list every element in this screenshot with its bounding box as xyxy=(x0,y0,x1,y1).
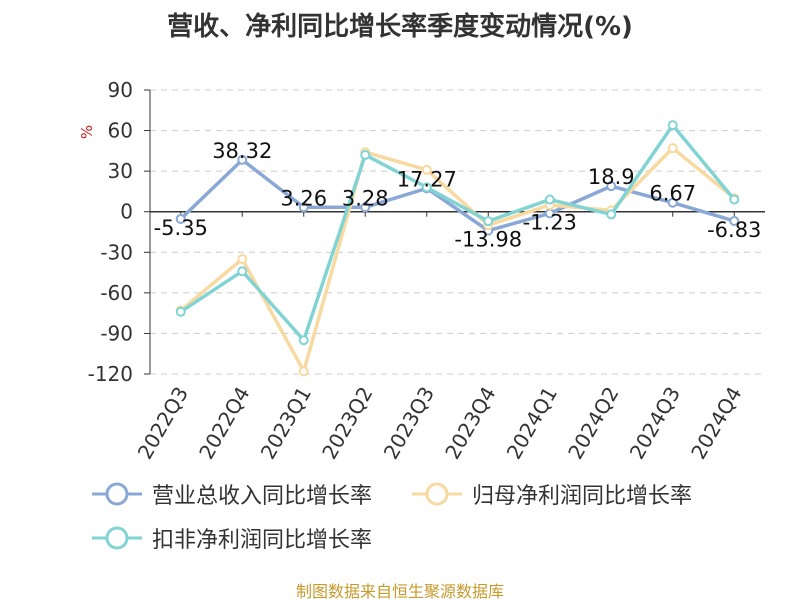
y-tick-label: 30 xyxy=(108,159,133,183)
legend-label: 营业总收入同比增长率 xyxy=(152,484,373,509)
x-tick-label: 2024Q2 xyxy=(563,383,623,464)
legend-line-icon xyxy=(412,482,462,506)
x-tick-label: 2022Q4 xyxy=(194,383,254,464)
data-label: 17.27 xyxy=(397,167,457,191)
legend-item-net-profit[interactable]: 归母净利润同比增长率 xyxy=(412,478,692,510)
y-tick-label: 90 xyxy=(108,78,133,102)
y-unit-label: % xyxy=(78,125,96,139)
data-labels: -5.35 38.32 3.26 3.28 17.27 -13.98-1.23 18.9 6.… xyxy=(154,139,762,252)
data-source-footer: 制图数据来自恒生聚源数据库 xyxy=(295,582,504,601)
legend-item-revenue[interactable]: 营业总收入同比增长率 xyxy=(92,478,372,510)
y-tick-label: -120 xyxy=(88,362,133,386)
y-tick-label: -90 xyxy=(100,321,133,345)
data-point xyxy=(544,194,555,205)
series-line xyxy=(179,146,736,374)
legend-line-icon xyxy=(92,526,142,550)
series-line xyxy=(179,158,735,233)
data-point xyxy=(606,209,617,220)
data-point xyxy=(237,154,248,165)
series-lines xyxy=(175,120,740,377)
y-tick-label: -60 xyxy=(100,281,133,305)
data-point xyxy=(175,213,186,224)
legend-item-deducted[interactable]: 扣非净利润同比增长率 xyxy=(92,522,372,554)
data-label: 38.32 xyxy=(212,139,272,163)
y-tick-label: 0 xyxy=(120,200,133,224)
data-point xyxy=(729,194,740,205)
data-label: 3.28 xyxy=(342,186,389,210)
data-point xyxy=(237,254,248,265)
data-point xyxy=(175,306,186,317)
x-tick-label: 2024Q4 xyxy=(686,383,746,464)
legend-label: 归母净利润同比增长率 xyxy=(472,484,693,509)
x-tick-label: 2023Q3 xyxy=(379,383,439,464)
data-label: 18.9 xyxy=(588,165,635,189)
data-point xyxy=(421,182,432,193)
data-point xyxy=(606,181,617,192)
data-point xyxy=(667,197,678,208)
data-label: -13.98 xyxy=(454,228,522,252)
data-point xyxy=(483,216,494,227)
chart-title: 营收、净利同比增长率季度变动情况(%) xyxy=(167,12,633,42)
data-point xyxy=(298,366,309,377)
data-point xyxy=(667,143,678,154)
data-point xyxy=(237,266,248,277)
data-label: 3.26 xyxy=(280,186,327,210)
x-tick-label: 2023Q1 xyxy=(256,383,316,464)
x-tick-label: 2024Q1 xyxy=(502,383,562,464)
data-label: -5.35 xyxy=(154,216,208,240)
data-point xyxy=(298,335,309,346)
series-line xyxy=(179,123,736,342)
data-point xyxy=(298,202,309,213)
legend-line-icon xyxy=(92,482,142,506)
x-tick-label: 2023Q4 xyxy=(440,383,500,464)
data-point xyxy=(729,215,740,226)
data-point xyxy=(421,164,432,175)
x-tick-label: 2022Q3 xyxy=(133,383,193,464)
y-tick-label: -30 xyxy=(100,240,133,264)
x-tick-label: 2024Q3 xyxy=(625,383,685,464)
y-tick-label: 60 xyxy=(108,119,133,143)
data-label: 6.67 xyxy=(649,182,696,206)
x-tick-label: 2023Q2 xyxy=(317,383,377,464)
grid-lines xyxy=(150,89,765,375)
data-point xyxy=(667,120,678,131)
data-point xyxy=(360,202,371,213)
data-label: -1.23 xyxy=(523,210,577,234)
legend-label: 扣非净利润同比增长率 xyxy=(152,528,373,553)
data-point xyxy=(360,149,371,160)
data-label: -6.83 xyxy=(707,218,761,242)
